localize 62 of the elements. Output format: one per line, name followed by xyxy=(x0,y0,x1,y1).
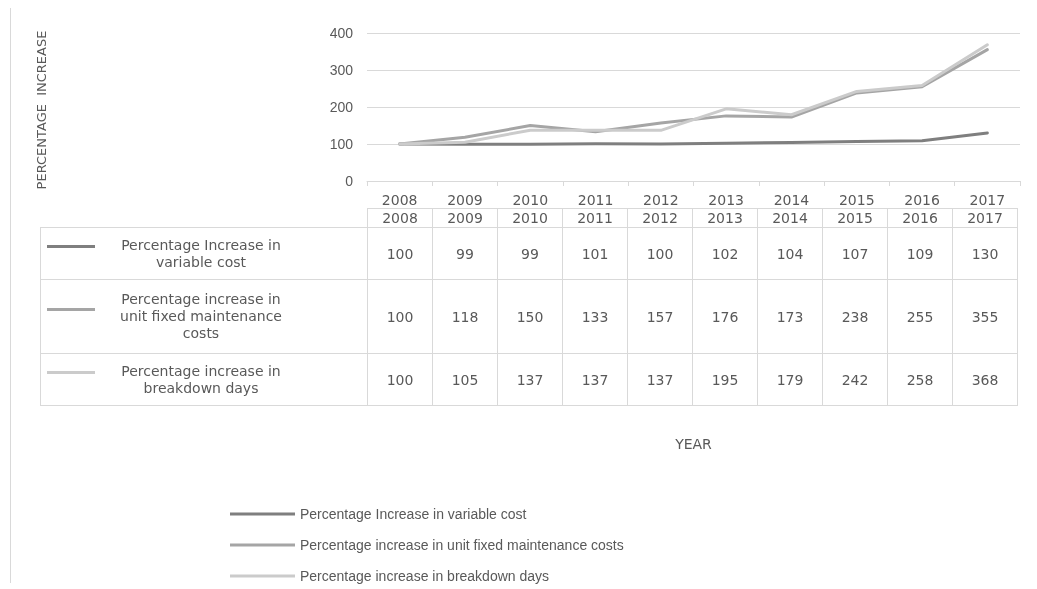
x-tick-label: 2008 xyxy=(381,192,418,208)
data-label: 99 xyxy=(432,227,498,280)
category-label: 2017 xyxy=(967,210,1003,226)
data-label: 195 xyxy=(692,353,758,406)
data-label: 238 xyxy=(822,279,888,354)
data-label: 100 xyxy=(367,227,433,280)
data-label: 100 xyxy=(627,227,693,280)
y-tick-label: 200 xyxy=(329,99,354,115)
x-tick-label: 2009 xyxy=(447,192,483,208)
x-tick-label: 2017 xyxy=(969,192,1006,208)
data-label: 173 xyxy=(757,279,823,354)
data-label: 99 xyxy=(497,227,563,280)
text: YEAR xyxy=(674,436,713,452)
category-label: 2014 xyxy=(772,210,808,226)
y-tick-label: 100 xyxy=(329,136,354,152)
data-label: 368 xyxy=(952,353,1018,406)
category-label: 2008 xyxy=(382,210,418,226)
data-label: 107 xyxy=(822,227,888,280)
x-tick-label: 2015 xyxy=(838,192,875,208)
data-label: 137 xyxy=(562,353,628,406)
data-label: 104 xyxy=(757,227,823,280)
text: PERCENTAGE INCREASE xyxy=(33,30,49,190)
data-label: 255 xyxy=(887,279,953,354)
y-tick-label: 400 xyxy=(329,25,354,41)
x-tick-label: 2011 xyxy=(577,192,614,208)
x-tick-label: 2013 xyxy=(708,192,744,208)
x-tick-label: 2012 xyxy=(643,192,679,208)
data-label: 133 xyxy=(562,279,628,354)
text: Percentage increase in breakdown days xyxy=(300,568,550,584)
data-label: 105 xyxy=(432,353,498,406)
category-label: 2016 xyxy=(902,210,938,226)
data-label: 258 xyxy=(887,353,953,406)
data-label: 179 xyxy=(757,353,823,406)
data-label: 109 xyxy=(887,227,953,280)
category-label: 2013 xyxy=(707,210,743,226)
x-tick-label: 2016 xyxy=(904,192,940,208)
category-label: 2009 xyxy=(447,210,483,226)
category-label: 2010 xyxy=(512,210,548,226)
legend-label: Percentage increase in unit fixed maintenance costs xyxy=(119,291,283,342)
data-label: 242 xyxy=(822,353,888,406)
data-label: 130 xyxy=(952,227,1018,280)
y-tick-label: 300 xyxy=(329,62,354,78)
category-label: 2011 xyxy=(577,210,613,226)
data-label: 101 xyxy=(562,227,628,280)
data-label: 157 xyxy=(627,279,693,354)
legend-label: Percentage increase in breakdown days xyxy=(120,362,282,397)
data-label: 137 xyxy=(497,353,563,406)
x-tick-label: 2014 xyxy=(773,192,810,208)
data-label: 100 xyxy=(367,353,433,406)
data-label: 102 xyxy=(692,227,758,280)
legend-label: Percentage Increase in variable cost xyxy=(120,236,282,271)
category-label: 2015 xyxy=(837,210,873,226)
data-label: 355 xyxy=(952,279,1018,354)
data-label: 118 xyxy=(432,279,498,354)
data-label: 176 xyxy=(692,279,758,354)
text: Percentage increase in unit fixed maintenance costs xyxy=(300,537,624,553)
text: Percentage Increase in variable cost xyxy=(300,506,527,522)
x-tick-label: 2010 xyxy=(512,192,549,208)
data-label: 150 xyxy=(497,279,563,354)
data-label: 137 xyxy=(627,353,693,406)
category-label: 2012 xyxy=(642,210,678,226)
y-tick-label: 0 xyxy=(345,173,354,189)
